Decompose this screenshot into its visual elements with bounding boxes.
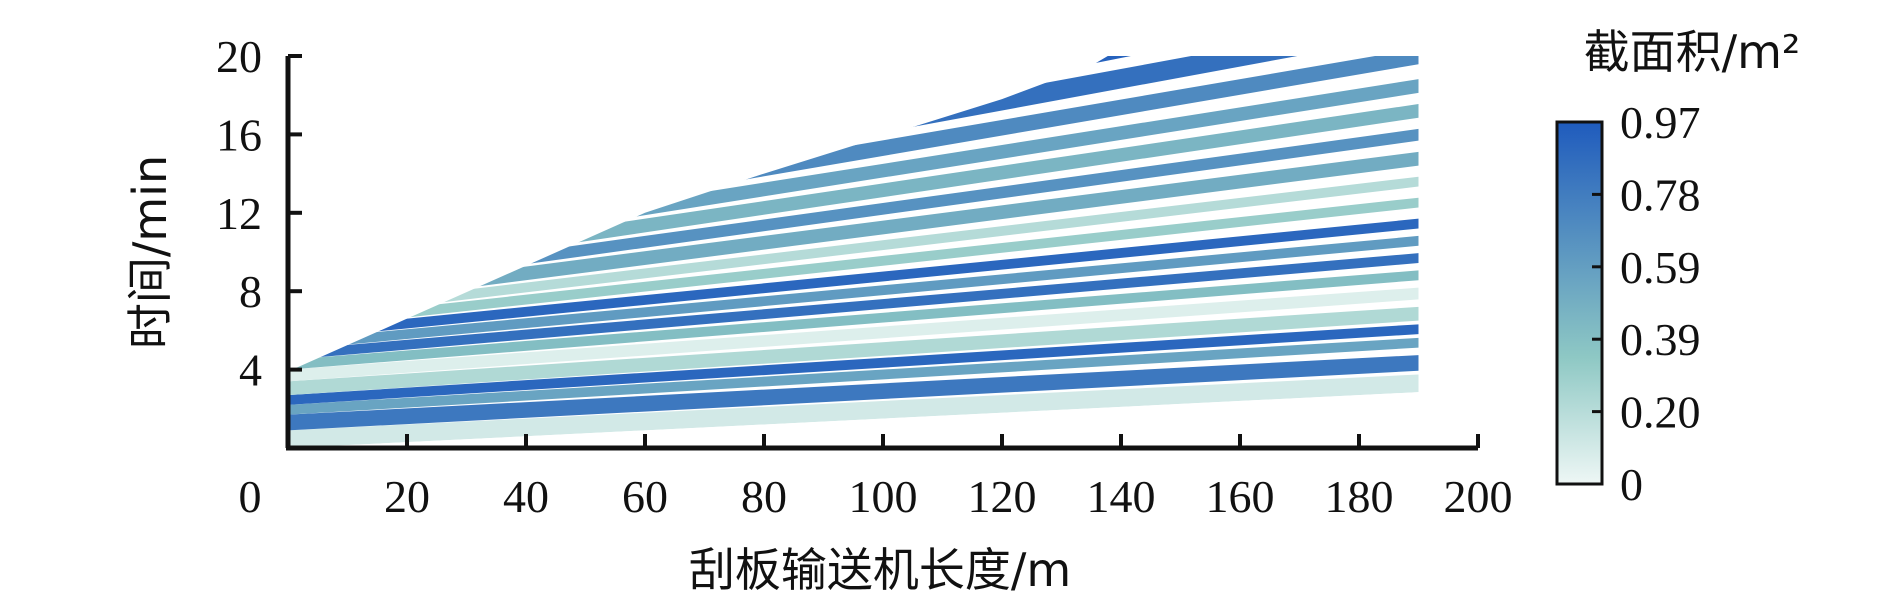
- plot-area: [288, 56, 1419, 448]
- heatmap-band: [288, 337, 1419, 415]
- colorbar-tick-label: 0.97: [1620, 97, 1701, 148]
- heatmap-band: [288, 306, 1419, 396]
- y-tick-label: 16: [216, 109, 262, 160]
- x-tick-label: 20: [384, 471, 430, 522]
- x-tick-label: 40: [503, 471, 549, 522]
- heatmap-band: [288, 355, 1419, 431]
- y-axis-title: 时间/min: [123, 155, 177, 349]
- colorbar-ticks: 0.97 0.78 0.59 0.39 0.20 0: [1592, 97, 1701, 510]
- colorbar-title: 截面积/m²: [1584, 25, 1801, 79]
- y-tick-label: 4: [239, 345, 262, 396]
- heatmap-band: [288, 151, 1419, 311]
- colorbar-tick-label: 0.59: [1620, 242, 1701, 293]
- x-tick-label: 0: [239, 471, 262, 522]
- x-tick-label: 140: [1087, 471, 1156, 522]
- heatmap-band: [288, 218, 1419, 341]
- heatmap-bands: [288, 56, 1419, 448]
- x-ticks: 0 20 40 60 80 100 120 140 160 180 200: [239, 434, 1513, 522]
- heatmap-band: [288, 56, 1419, 149]
- heatmap-band: [288, 374, 1419, 448]
- colorbar-tick-label: 0.78: [1620, 169, 1701, 220]
- x-tick-label: 120: [968, 471, 1037, 522]
- heatmap-empty-region: [288, 392, 1419, 448]
- y-tick-label: 20: [216, 31, 262, 82]
- y-ticks: 4 8 12 16 20: [216, 31, 302, 396]
- heatmap-band: [288, 324, 1419, 405]
- colorbar-gradient: [1555, 120, 1604, 486]
- heatmap-band: [288, 270, 1419, 370]
- colorbar-tick-label: 0.20: [1620, 387, 1701, 438]
- heatmap-band: [288, 176, 1419, 321]
- colorbar: 截面积/m² 0.97 0.78 0.59 0.39 0.20 0: [1555, 25, 1801, 510]
- x-tick-label: 80: [741, 471, 787, 522]
- heatmap-band: [288, 128, 1419, 298]
- colorbar-tick-label: 0.39: [1620, 314, 1701, 365]
- x-tick-label: 180: [1325, 471, 1394, 522]
- x-tick-label: 100: [849, 471, 918, 522]
- x-tick-label: 60: [622, 471, 668, 522]
- x-axis-title: 刮板输送机长度/m: [689, 543, 1071, 597]
- y-tick-label: 12: [216, 188, 262, 239]
- colorbar-tick-label: 0: [1620, 459, 1643, 510]
- heatmap-band: [288, 253, 1419, 360]
- y-tick-label: 8: [239, 266, 262, 317]
- heatmap-band: [288, 287, 1419, 382]
- heatmap-band: [288, 235, 1419, 350]
- heatmap-band: [288, 197, 1419, 331]
- x-tick-label: 160: [1206, 471, 1275, 522]
- x-tick-label: 200: [1444, 471, 1513, 522]
